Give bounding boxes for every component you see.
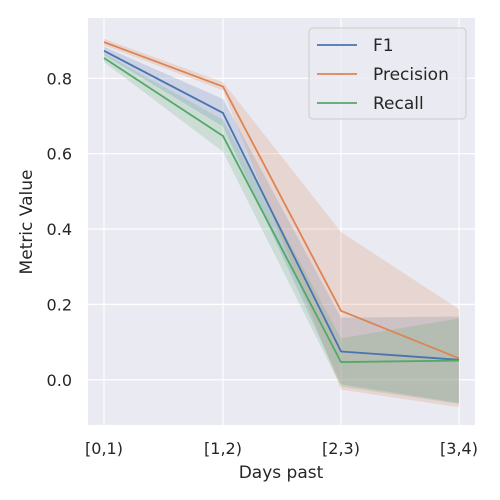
series-line-0: [103, 49, 460, 361]
series-lines: [103, 41, 460, 363]
band-2: [104, 53, 459, 404]
y-tick-label-0: 0.0: [47, 371, 72, 390]
y-tick-label-3: 0.6: [47, 145, 72, 164]
y-tick-label-1: 0.2: [47, 295, 72, 314]
legend-box: [308, 27, 467, 120]
x-axis-ticks: [0,1) [1,2) [2,3) [3,4): [85, 439, 478, 458]
y-tick-label-4: 0.8: [47, 69, 72, 88]
y-tick-label-2: 0.4: [47, 220, 72, 239]
legend-label-2: Recall: [373, 94, 424, 114]
legend-label-0: F1: [373, 36, 394, 56]
x-axis-label: Days past: [239, 463, 324, 483]
x-tick-label-3: [3,4): [440, 439, 478, 458]
series-line-2: [103, 57, 460, 363]
legend: F1 Precision Recall: [308, 27, 467, 120]
confidence-bands: [104, 38, 459, 408]
band-1: [104, 38, 459, 408]
x-tick-label-1: [1,2): [204, 439, 242, 458]
legend-label-1: Precision: [373, 65, 449, 85]
series-line-1: [103, 41, 460, 360]
y-axis-ticks: 0.0 0.2 0.4 0.6 0.8: [47, 69, 72, 389]
band-0: [104, 46, 459, 404]
x-tick-label-0: [0,1): [85, 439, 123, 458]
y-axis-label: Metric Value: [17, 170, 37, 275]
x-tick-label-2: [2,3): [322, 439, 360, 458]
